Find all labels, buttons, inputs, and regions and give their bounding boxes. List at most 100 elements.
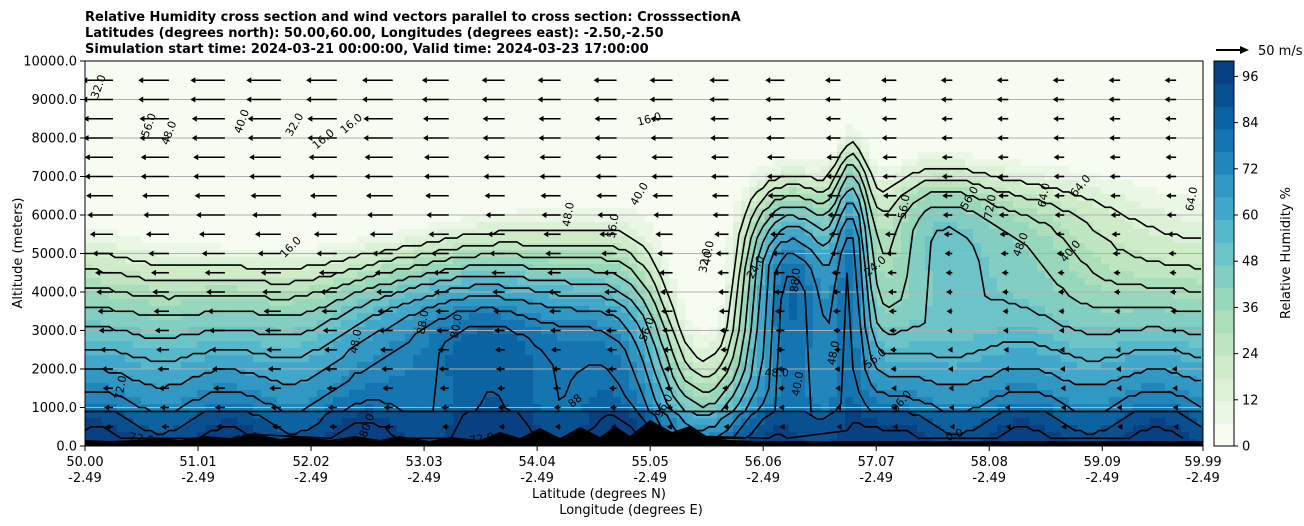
wind-vector bbox=[1112, 250, 1121, 257]
wind-vector bbox=[593, 96, 617, 103]
wind-vector bbox=[1052, 77, 1065, 84]
wind-vector bbox=[364, 173, 393, 180]
wind-vector bbox=[385, 423, 393, 430]
contour-line-40 bbox=[85, 175, 1201, 409]
y-axis: 0.0 1000.0 2000.0 3000.0 4000.0 5000.0 6000.0 7… bbox=[23, 55, 85, 455]
wind-vector bbox=[710, 154, 729, 161]
terrain-silhouette bbox=[85, 420, 1203, 446]
wind-vector bbox=[1113, 289, 1121, 295]
wind-vector bbox=[270, 404, 281, 411]
wind-vector bbox=[379, 346, 393, 353]
wind-vector bbox=[718, 289, 729, 295]
wind-vector bbox=[892, 423, 898, 430]
wind-vector bbox=[98, 327, 113, 334]
wind-vector bbox=[767, 192, 785, 199]
wind-vector bbox=[434, 289, 449, 295]
contour-line-48 bbox=[85, 186, 1201, 413]
wind-vector bbox=[826, 192, 841, 199]
x-tick-label-lon: -2.49 bbox=[972, 471, 1006, 486]
wind-vector bbox=[997, 154, 1009, 161]
wind-vector bbox=[483, 154, 505, 161]
wind-vector bbox=[382, 385, 393, 392]
wind-vector bbox=[1111, 231, 1121, 238]
wind-vector bbox=[1166, 212, 1177, 218]
y-tick-label: 9000.0 bbox=[32, 93, 78, 108]
wind-vector bbox=[1053, 115, 1065, 122]
wind-vector bbox=[661, 327, 673, 334]
colorbar-frame bbox=[1213, 60, 1235, 447]
wind-vector bbox=[655, 231, 673, 238]
colorbar-tick-label: 60 bbox=[1242, 209, 1259, 224]
wind-vector bbox=[825, 77, 841, 84]
wind-vector bbox=[888, 289, 897, 295]
wind-vector bbox=[711, 192, 729, 199]
wind-vector bbox=[891, 404, 897, 411]
x-tick-label-lon: -2.49 bbox=[746, 471, 780, 486]
wind-vector bbox=[422, 115, 449, 122]
wind-vector bbox=[710, 115, 729, 122]
wind-vector bbox=[887, 269, 897, 276]
contour-label: 88.0 bbox=[788, 267, 803, 293]
wind-vector bbox=[95, 269, 113, 276]
wind-vector bbox=[481, 96, 505, 103]
wind-vector bbox=[193, 173, 225, 180]
wind-vector bbox=[999, 231, 1009, 238]
wind-vector bbox=[1110, 212, 1121, 218]
wind-vector bbox=[998, 192, 1009, 199]
wind-vector bbox=[883, 212, 897, 218]
wind-vector bbox=[774, 289, 785, 295]
wind-vector bbox=[543, 231, 561, 238]
wind-vector bbox=[213, 385, 225, 392]
wind-vector bbox=[497, 404, 505, 411]
y-tick-label: 6000.0 bbox=[32, 209, 78, 224]
wind-vector bbox=[550, 327, 561, 334]
wind-vector bbox=[326, 385, 337, 392]
wind-vector bbox=[604, 289, 617, 295]
x-tick-label-lat: 50.00 bbox=[66, 455, 103, 470]
wind-vector bbox=[1004, 404, 1010, 411]
wind-vector bbox=[257, 250, 281, 257]
wind-vector bbox=[881, 77, 897, 84]
wind-vector bbox=[89, 231, 113, 238]
contour-label: 16.0 bbox=[636, 110, 663, 129]
wind-vector bbox=[85, 115, 113, 122]
wind-vector bbox=[161, 423, 169, 430]
wind-vector bbox=[551, 366, 561, 372]
wind-vector bbox=[941, 173, 953, 180]
wind-vector bbox=[835, 404, 841, 411]
wind-vector bbox=[1059, 366, 1065, 372]
wind-vector bbox=[942, 192, 953, 199]
contour-label: 64.0 bbox=[1183, 186, 1200, 212]
wind-vector bbox=[881, 115, 897, 122]
wind-vector bbox=[85, 154, 113, 161]
wind-vector bbox=[363, 115, 393, 122]
wind-vector bbox=[102, 385, 113, 392]
wind-vector bbox=[152, 289, 169, 295]
wind-vector bbox=[140, 154, 169, 161]
wind-vector bbox=[250, 192, 281, 199]
wind-vector bbox=[1173, 423, 1179, 430]
wind-vector bbox=[481, 77, 505, 84]
wind-vector bbox=[1061, 423, 1067, 430]
y-tick-label: 3000.0 bbox=[32, 324, 78, 339]
wind-vector bbox=[596, 192, 617, 199]
wind-vector bbox=[765, 96, 785, 103]
wind-vector bbox=[487, 231, 505, 238]
wind-vector bbox=[770, 231, 785, 238]
wind-vector bbox=[263, 308, 281, 315]
colorbar-swatch bbox=[1214, 174, 1234, 198]
wind-vector bbox=[664, 385, 673, 392]
wind-vector bbox=[1108, 77, 1121, 84]
wind-vector bbox=[1056, 250, 1065, 257]
wind-vector bbox=[138, 96, 169, 103]
wind-vector bbox=[825, 115, 841, 122]
wind-vector bbox=[649, 96, 673, 103]
wind-vector bbox=[603, 269, 617, 276]
wind-vector bbox=[545, 250, 561, 257]
contour-label: 80.0 bbox=[448, 313, 465, 339]
wind-vector bbox=[491, 269, 505, 276]
wind-vector bbox=[425, 192, 449, 199]
wind-vector bbox=[947, 327, 953, 334]
wind-vector bbox=[156, 346, 169, 353]
wind-vector bbox=[651, 173, 673, 180]
